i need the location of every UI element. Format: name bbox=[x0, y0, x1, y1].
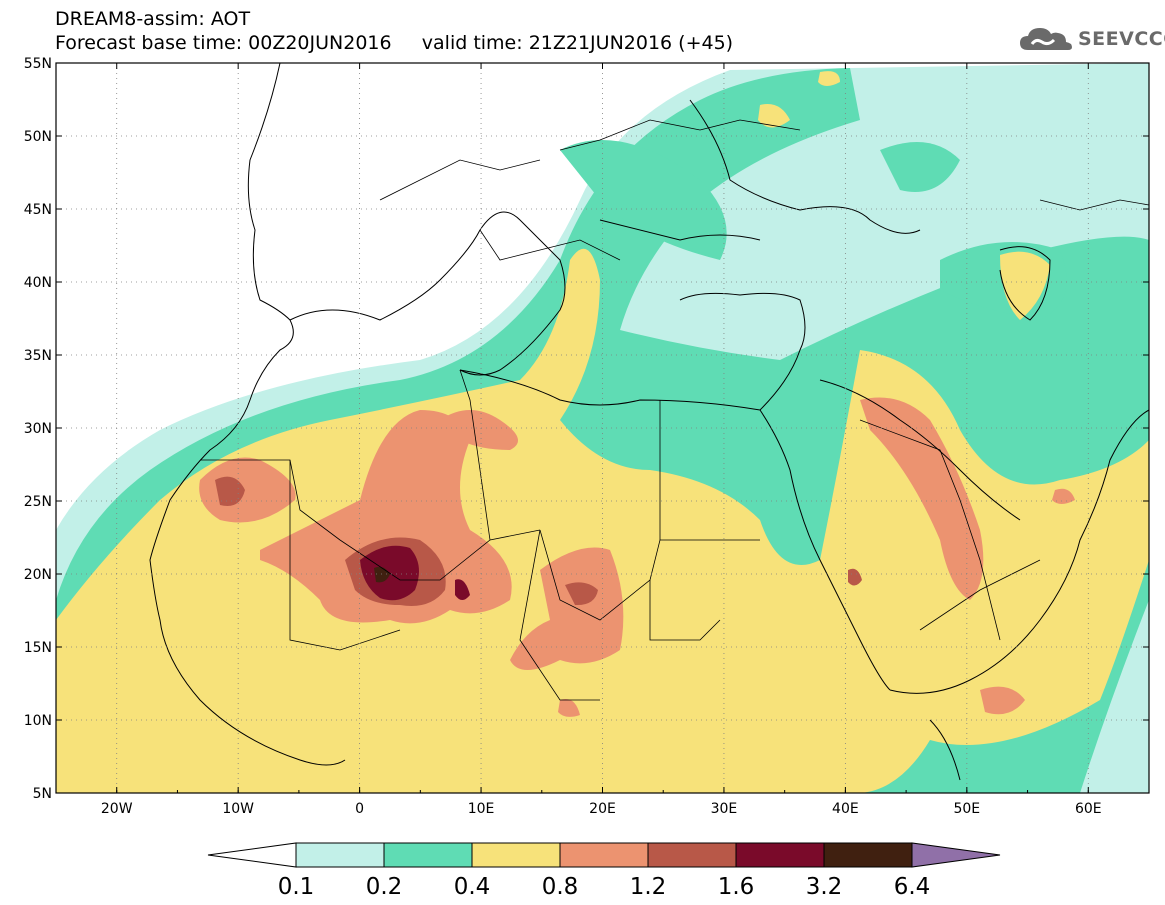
lat-label: 10N bbox=[24, 713, 52, 729]
axis-ticks bbox=[55, 62, 1150, 794]
lat-label: 15N bbox=[24, 640, 52, 656]
coastlines bbox=[56, 63, 1149, 781]
colorbar-box bbox=[559, 842, 649, 868]
lat-label: 30N bbox=[24, 421, 52, 437]
latitude-labels: 5N 10N 15N 20N 25N 30N 35N 40N 45N 50N 55N bbox=[24, 56, 52, 802]
map-subtitle: Forecast base time: 00Z20JUN2016 valid t… bbox=[55, 32, 734, 54]
lon-label: 20W bbox=[101, 801, 133, 817]
lat-label: 5N bbox=[33, 786, 52, 802]
cloud-logo-icon bbox=[1020, 28, 1072, 50]
map-title: DREAM8-assim: AOT bbox=[55, 8, 251, 30]
colorbar-low-arrow bbox=[207, 842, 297, 868]
colorbar-label: 1.6 bbox=[718, 874, 755, 900]
colorbar-box bbox=[735, 842, 825, 868]
lon-label: 40E bbox=[832, 801, 859, 817]
lat-label: 35N bbox=[24, 348, 52, 364]
colorbar-box bbox=[295, 842, 385, 868]
lon-label: 20E bbox=[589, 801, 616, 817]
colorbar-box bbox=[823, 842, 913, 868]
lat-label: 40N bbox=[24, 275, 52, 291]
aot-field bbox=[56, 63, 1149, 793]
lat-label: 45N bbox=[24, 202, 52, 218]
aot-band-0.4 bbox=[56, 71, 1149, 793]
lon-label: 50E bbox=[953, 801, 980, 817]
brand-logo: SEEVCCC bbox=[1018, 22, 1165, 56]
colorbar-label: 6.4 bbox=[894, 874, 931, 900]
colorbar-label: 0.8 bbox=[542, 874, 579, 900]
aot-band-0.8 bbox=[199, 397, 1075, 717]
lon-label: 10W bbox=[222, 801, 254, 817]
brand-name: SEEVCCC bbox=[1078, 28, 1165, 50]
colorbar-label: 0.4 bbox=[454, 874, 491, 900]
colorbar-label: 0.2 bbox=[366, 874, 403, 900]
colorbar-label: 3.2 bbox=[806, 874, 843, 900]
lon-label: 0 bbox=[355, 801, 364, 817]
lat-label: 20N bbox=[24, 567, 52, 583]
graticule bbox=[56, 63, 1149, 793]
colorbar-label: 1.2 bbox=[630, 874, 667, 900]
country-borders bbox=[200, 119, 1149, 701]
lon-label: 10E bbox=[468, 801, 495, 817]
lon-label: 30E bbox=[711, 801, 738, 817]
lat-label: 55N bbox=[24, 56, 52, 72]
colorbar-box bbox=[647, 842, 737, 868]
colorbar-box bbox=[383, 842, 473, 868]
colorbar-label: 0.1 bbox=[278, 874, 315, 900]
lat-label: 50N bbox=[24, 129, 52, 145]
lon-label: 60E bbox=[1075, 801, 1102, 817]
longitude-labels: 20W 10W 0 10E 20E 30E 40E 50E 60E bbox=[101, 801, 1102, 817]
lat-label: 25N bbox=[24, 494, 52, 510]
colorbar-high-arrow bbox=[911, 842, 1001, 868]
colorbar-box bbox=[471, 842, 561, 868]
aot-colorbar: 0.1 0.2 0.4 0.8 1.2 1.6 3.2 6.4 bbox=[207, 842, 1001, 900]
